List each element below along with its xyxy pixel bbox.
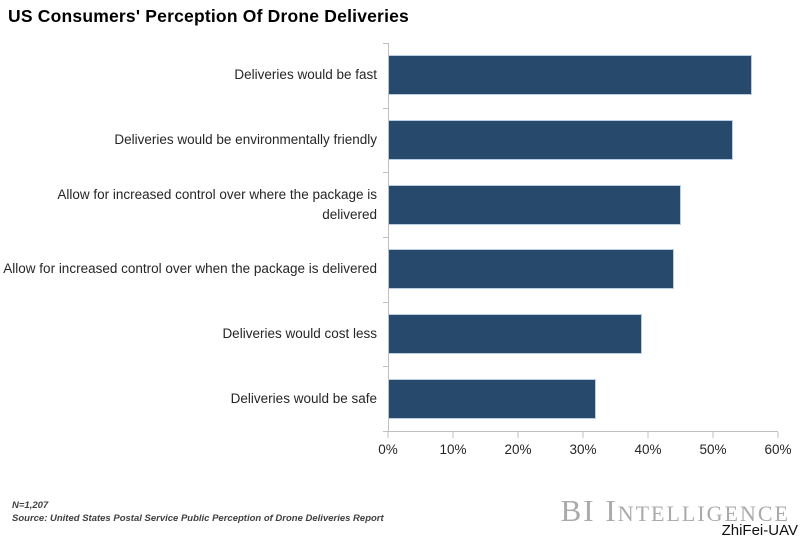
y-axis-tick bbox=[383, 431, 388, 432]
x-axis-tick-label: 10% bbox=[439, 442, 467, 457]
bar-track bbox=[388, 43, 778, 108]
sample-size-note: N=1,207 bbox=[12, 500, 49, 511]
x-axis-tick-label: 0% bbox=[378, 442, 398, 457]
bar bbox=[388, 55, 752, 96]
bar-row: Allow for increased control over where t… bbox=[0, 172, 778, 237]
bar bbox=[388, 378, 596, 419]
y-axis-tick bbox=[383, 43, 388, 44]
x-axis-tick-label: 60% bbox=[764, 442, 792, 457]
x-axis-tick bbox=[387, 432, 389, 438]
category-label: Deliveries would cost less bbox=[222, 326, 377, 342]
bar bbox=[388, 120, 733, 160]
bar-track bbox=[388, 237, 778, 302]
bar-row: Deliveries would be fast bbox=[0, 43, 778, 108]
x-axis: 0% 10% 20% 30% 40% 50% 60% bbox=[378, 431, 792, 462]
category-label: Allow for increased control over where t… bbox=[57, 186, 377, 222]
bar-rows: Deliveries would be fast Deliveries would… bbox=[0, 43, 778, 431]
bar bbox=[388, 249, 674, 290]
chart-title: US Consumers' Perception Of Drone Delive… bbox=[8, 6, 409, 26]
y-axis-tick bbox=[383, 107, 388, 109]
x-axis-tick bbox=[517, 432, 519, 438]
bar-track bbox=[388, 302, 778, 367]
watermark-label: ZhiFei-UAV bbox=[718, 522, 798, 540]
x-axis-tick bbox=[647, 432, 649, 438]
bar-row: Deliveries would be environmentally frie… bbox=[0, 108, 778, 173]
bar-row: Allow for increased control over when th… bbox=[0, 237, 778, 302]
bar bbox=[388, 314, 642, 355]
x-axis-tick-label: 20% bbox=[504, 442, 532, 457]
bar-track bbox=[388, 366, 778, 431]
category-label: Allow for increased control over when th… bbox=[3, 261, 377, 277]
x-axis-tick bbox=[777, 432, 779, 438]
x-axis-tick-label: 40% bbox=[634, 442, 662, 457]
bar bbox=[388, 184, 681, 225]
category-label: Deliveries would be safe bbox=[230, 390, 377, 406]
y-axis-tick bbox=[383, 301, 388, 303]
y-axis-tick bbox=[383, 237, 388, 238]
source-note: Source: United States Postal Service Pub… bbox=[12, 513, 384, 524]
x-axis-tick-label: 50% bbox=[699, 442, 727, 457]
footnotes: N=1,207 Source: United States Postal Ser… bbox=[12, 499, 384, 525]
y-axis-tick bbox=[383, 366, 388, 368]
x-axis-tick-label: 30% bbox=[569, 442, 597, 457]
bar-chart-plot-area: Deliveries would be fast Deliveries would… bbox=[0, 43, 778, 432]
x-axis-tick bbox=[582, 432, 584, 438]
category-label: Deliveries would be fast bbox=[234, 67, 377, 83]
bar-track bbox=[388, 108, 778, 173]
bar-track bbox=[388, 172, 778, 237]
bar-row: Deliveries would cost less bbox=[0, 302, 778, 367]
x-axis-tick bbox=[712, 432, 714, 438]
bar-row: Deliveries would be safe bbox=[0, 366, 778, 431]
y-axis-line bbox=[388, 43, 389, 431]
x-axis-tick bbox=[452, 432, 454, 438]
category-label: Deliveries would be environmentally frie… bbox=[114, 132, 377, 147]
bi-intelligence-logo: BI Intelligence bbox=[560, 493, 790, 528]
y-axis-tick bbox=[383, 172, 388, 174]
